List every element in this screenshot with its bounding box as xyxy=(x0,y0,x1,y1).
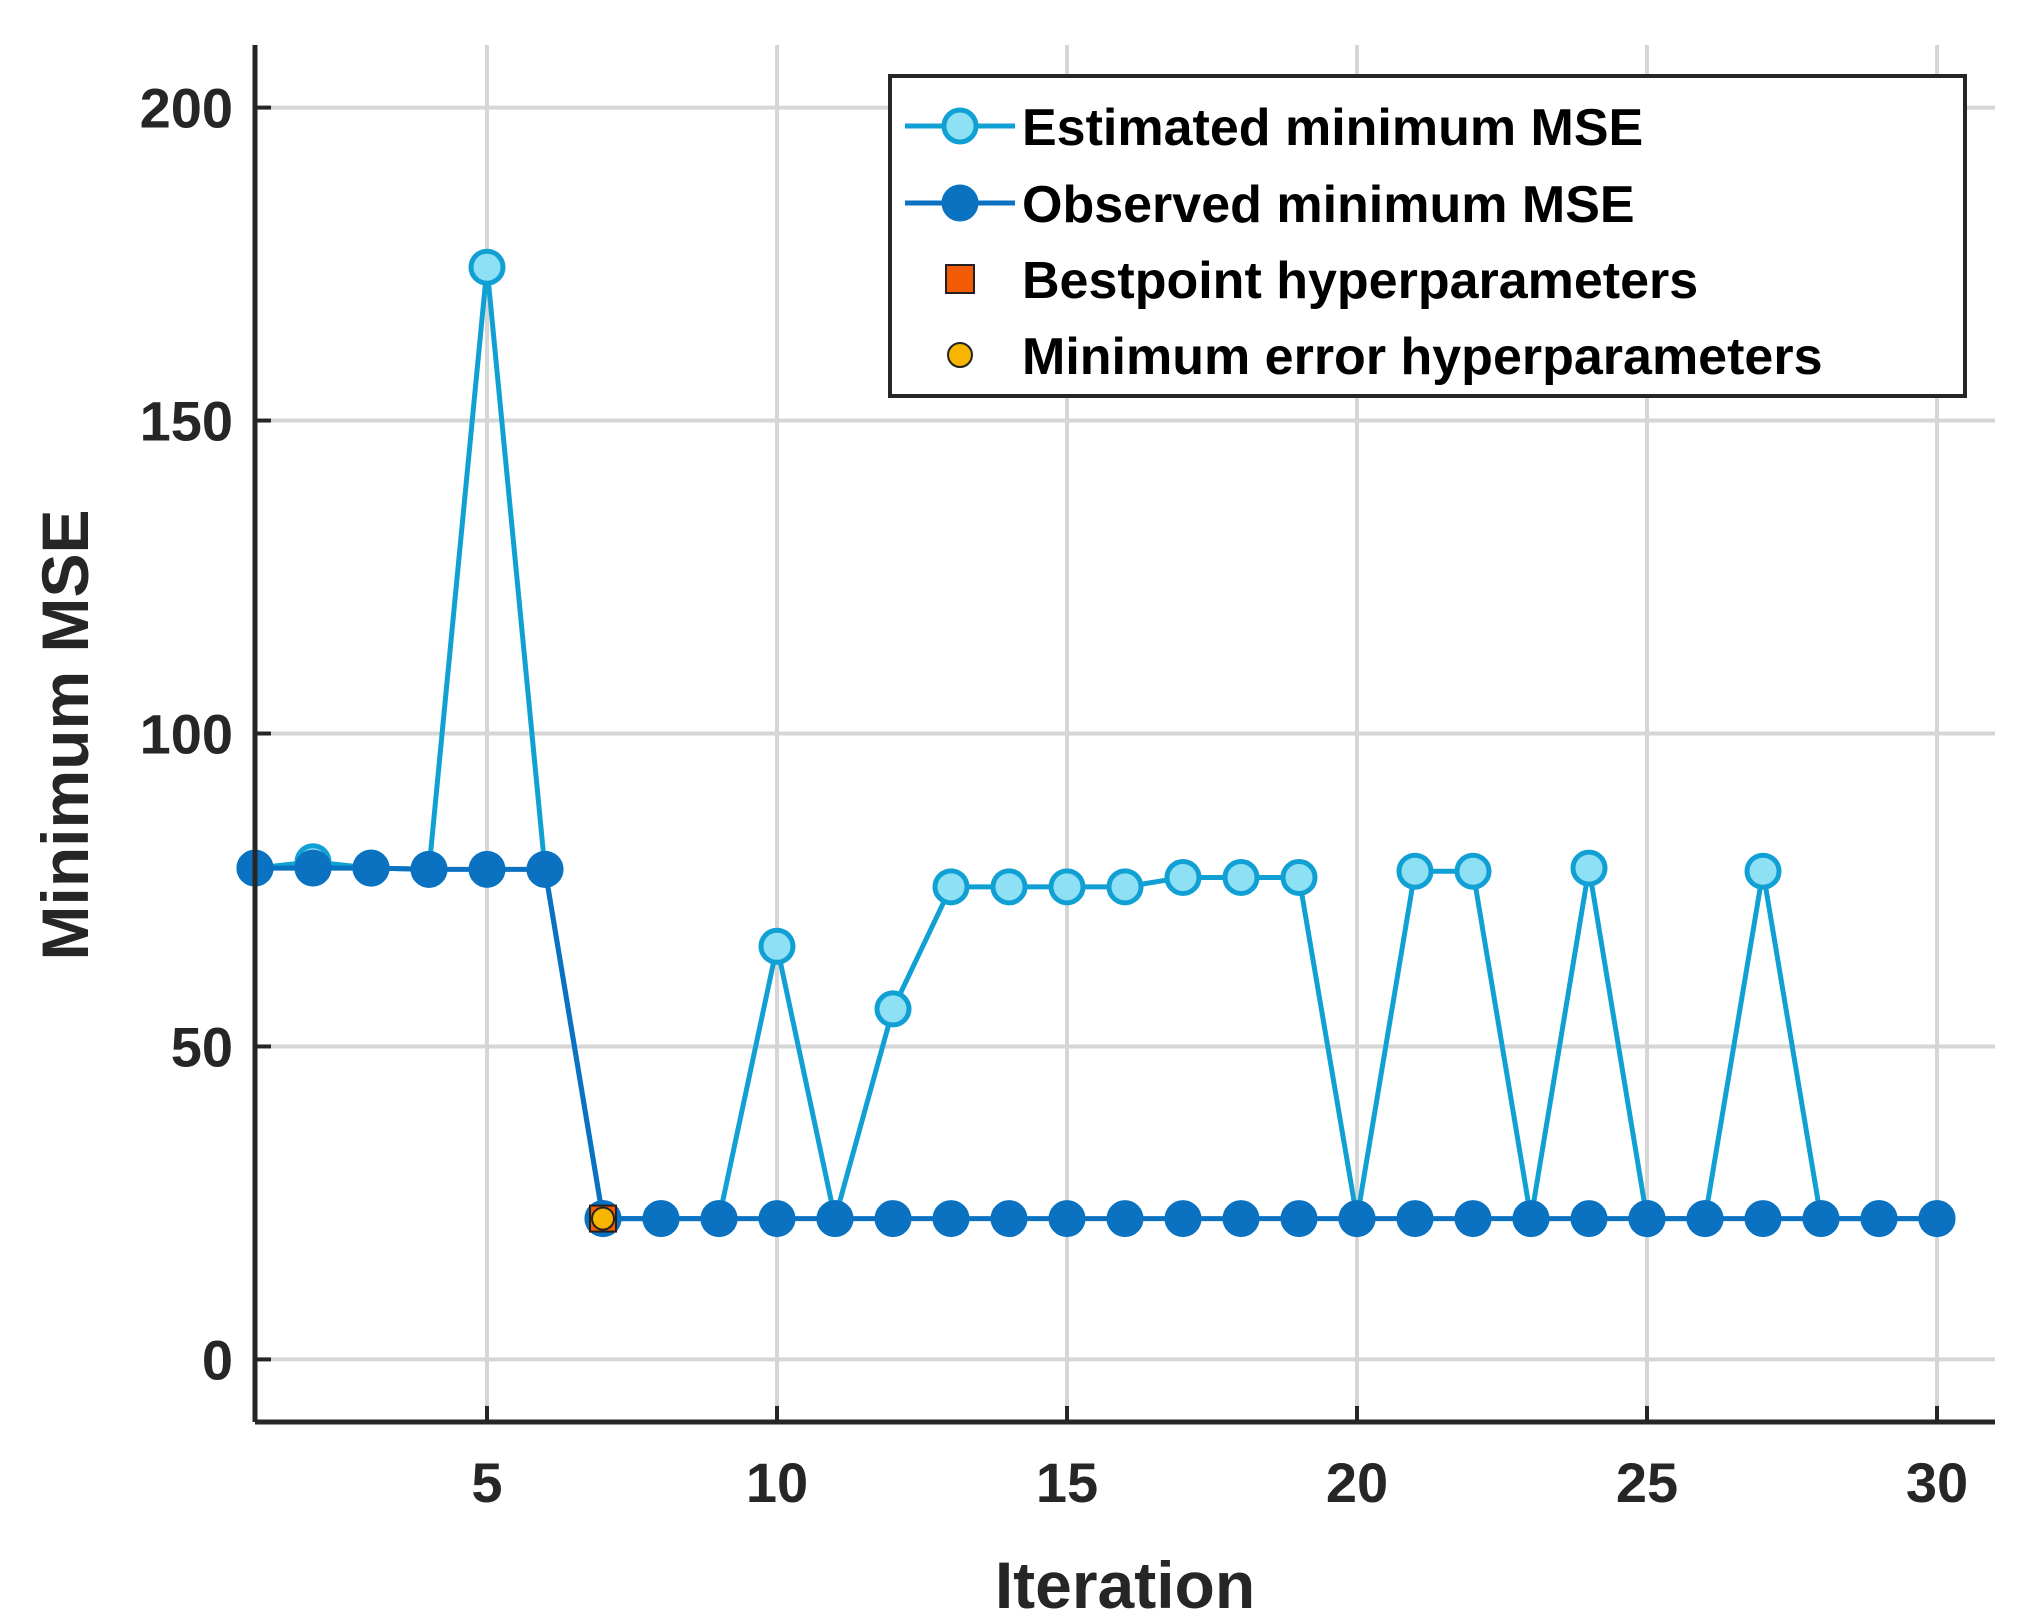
point-observed-23 xyxy=(1512,1200,1550,1238)
y-tick-label-200: 200 xyxy=(140,77,233,140)
point-estimated-14 xyxy=(990,868,1028,906)
legend-label-bestpoint: Bestpoint hyperparameters xyxy=(1022,252,1698,310)
point-observed-25 xyxy=(1628,1200,1666,1238)
x-tick-label-5: 5 xyxy=(471,1451,502,1514)
x-tick-label-10: 10 xyxy=(746,1451,808,1514)
legend-marker-observed xyxy=(941,184,979,222)
point-observed-26 xyxy=(1686,1200,1724,1238)
point-estimated-19 xyxy=(1280,858,1318,896)
point-observed-5 xyxy=(468,850,506,888)
point-observed-13 xyxy=(932,1200,970,1238)
point-estimated-22 xyxy=(1454,852,1492,890)
y-tick-label-0: 0 xyxy=(202,1328,233,1391)
legend: Estimated minimum MSE Observed minimum M… xyxy=(888,74,1967,398)
x-axis-label: Iteration xyxy=(995,1548,1255,1622)
point-observed-30 xyxy=(1918,1200,1956,1238)
point-estimated-16 xyxy=(1106,868,1144,906)
min-error-marker xyxy=(591,1206,615,1231)
y-axis-label: Minimum MSE xyxy=(28,509,102,960)
point-estimated-15 xyxy=(1048,868,1086,906)
point-estimated-18 xyxy=(1222,858,1260,896)
x-tick-label-30: 30 xyxy=(1906,1451,1968,1514)
y-tick-label-100: 100 xyxy=(140,703,233,766)
series-layer xyxy=(236,248,1956,1238)
point-observed-21 xyxy=(1396,1200,1434,1238)
point-estimated-12 xyxy=(874,990,912,1028)
y-tick-label-50: 50 xyxy=(171,1015,233,1078)
point-observed-19 xyxy=(1280,1200,1318,1238)
legend-entry-observed: Observed minimum MSE xyxy=(905,176,1635,234)
x-tick-label-25: 25 xyxy=(1616,1451,1678,1514)
point-estimated-17 xyxy=(1164,858,1202,896)
point-observed-27 xyxy=(1744,1200,1782,1238)
point-estimated-24 xyxy=(1570,849,1608,887)
point-observed-20 xyxy=(1338,1200,1376,1238)
point-observed-18 xyxy=(1222,1200,1260,1238)
point-observed-29 xyxy=(1860,1200,1898,1238)
point-observed-6 xyxy=(526,850,564,888)
legend-marker-estimated xyxy=(941,107,979,145)
point-observed-8 xyxy=(642,1200,680,1238)
x-tick-label-15: 15 xyxy=(1036,1451,1098,1514)
point-observed-4 xyxy=(410,850,448,888)
y-tick-label-150: 150 xyxy=(140,390,233,453)
legend-box xyxy=(888,74,1967,398)
legend-entry-min-error: Minimum error hyperparameters xyxy=(947,328,1823,386)
axes xyxy=(252,45,1995,1425)
legend-entry-estimated: Estimated minimum MSE xyxy=(905,99,1643,157)
legend-label-estimated: Estimated minimum MSE xyxy=(1022,99,1643,157)
legend-entry-bestpoint: Bestpoint hyperparameters xyxy=(945,252,1698,310)
point-observed-9 xyxy=(700,1200,738,1238)
legend-marker-min-error xyxy=(947,342,973,368)
point-estimated-10 xyxy=(758,927,796,965)
point-observed-22 xyxy=(1454,1200,1492,1238)
point-estimated-5 xyxy=(468,248,506,286)
point-estimated-13 xyxy=(932,868,970,906)
point-observed-14 xyxy=(990,1200,1028,1238)
point-observed-28 xyxy=(1802,1200,1840,1238)
tick-labels: 5 10 15 20 25 30 0 50 100 150 200 xyxy=(140,77,1969,1514)
legend-label-min-error: Minimum error hyperparameters xyxy=(1022,328,1823,386)
point-observed-11 xyxy=(816,1200,854,1238)
point-observed-15 xyxy=(1048,1200,1086,1238)
point-estimated-21 xyxy=(1396,852,1434,890)
point-observed-2 xyxy=(294,849,332,887)
point-observed-16 xyxy=(1106,1200,1144,1238)
legend-marker-bestpoint xyxy=(945,264,975,294)
point-observed-3 xyxy=(352,849,390,887)
x-tick-label-20: 20 xyxy=(1326,1451,1388,1514)
point-estimated-27 xyxy=(1744,852,1782,890)
legend-label-observed: Observed minimum MSE xyxy=(1022,176,1635,234)
point-observed-10 xyxy=(758,1200,796,1238)
point-observed-17 xyxy=(1164,1200,1202,1238)
point-observed-24 xyxy=(1570,1200,1608,1238)
point-observed-12 xyxy=(874,1200,912,1238)
